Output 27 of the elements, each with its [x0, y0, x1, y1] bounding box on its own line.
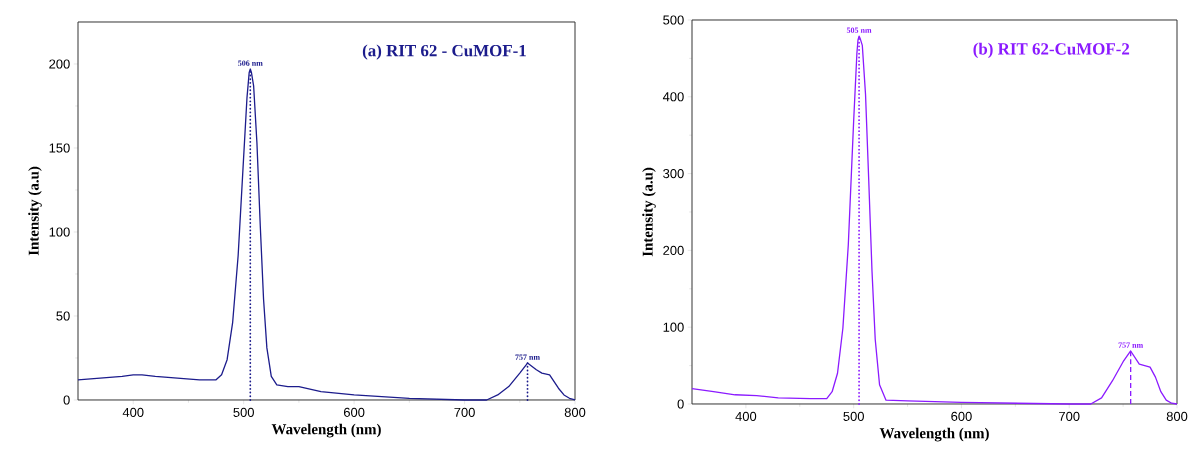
y-tick-label: 200	[663, 245, 684, 255]
x-tick-label: 500	[843, 411, 864, 421]
text: (a) RIT 62 - CuMOF-1	[362, 44, 526, 60]
y-tick-label: 0	[677, 399, 684, 409]
y-tick-label: 0	[63, 395, 70, 405]
y-tick-label: 150	[49, 143, 70, 153]
x-tick-label: 400	[122, 407, 144, 417]
x-tick-label: 700	[1059, 411, 1080, 421]
x-axis-title: Wavelength (nm)	[271, 423, 381, 438]
y-axis-title: Intensity (a.u)	[642, 167, 656, 257]
x-tick-label: 800	[564, 407, 586, 417]
y-axis-title: Intensity (a.u)	[28, 166, 42, 256]
x-tick-label: 600	[343, 407, 365, 417]
y-tick-label: 500	[663, 15, 684, 25]
x-tick-label: 400	[735, 411, 757, 421]
y-tick-label: 200	[49, 59, 70, 69]
x-tick-label: 500	[233, 407, 254, 417]
text: (b) RIT 62-CuMOF-2	[973, 42, 1130, 59]
y-tick-label: 400	[662, 92, 684, 102]
x-tick-label: 800	[1166, 411, 1188, 421]
x-tick-label: 600	[951, 411, 972, 421]
y-tick-label: 100	[663, 322, 684, 332]
x-axis-title: Wavelength (nm)	[879, 427, 989, 442]
x-tick-label: 700	[454, 407, 475, 417]
y-tick-label: 100	[49, 227, 70, 237]
y-tick-label: 50	[56, 311, 70, 321]
y-tick-label: 300	[663, 169, 684, 179]
